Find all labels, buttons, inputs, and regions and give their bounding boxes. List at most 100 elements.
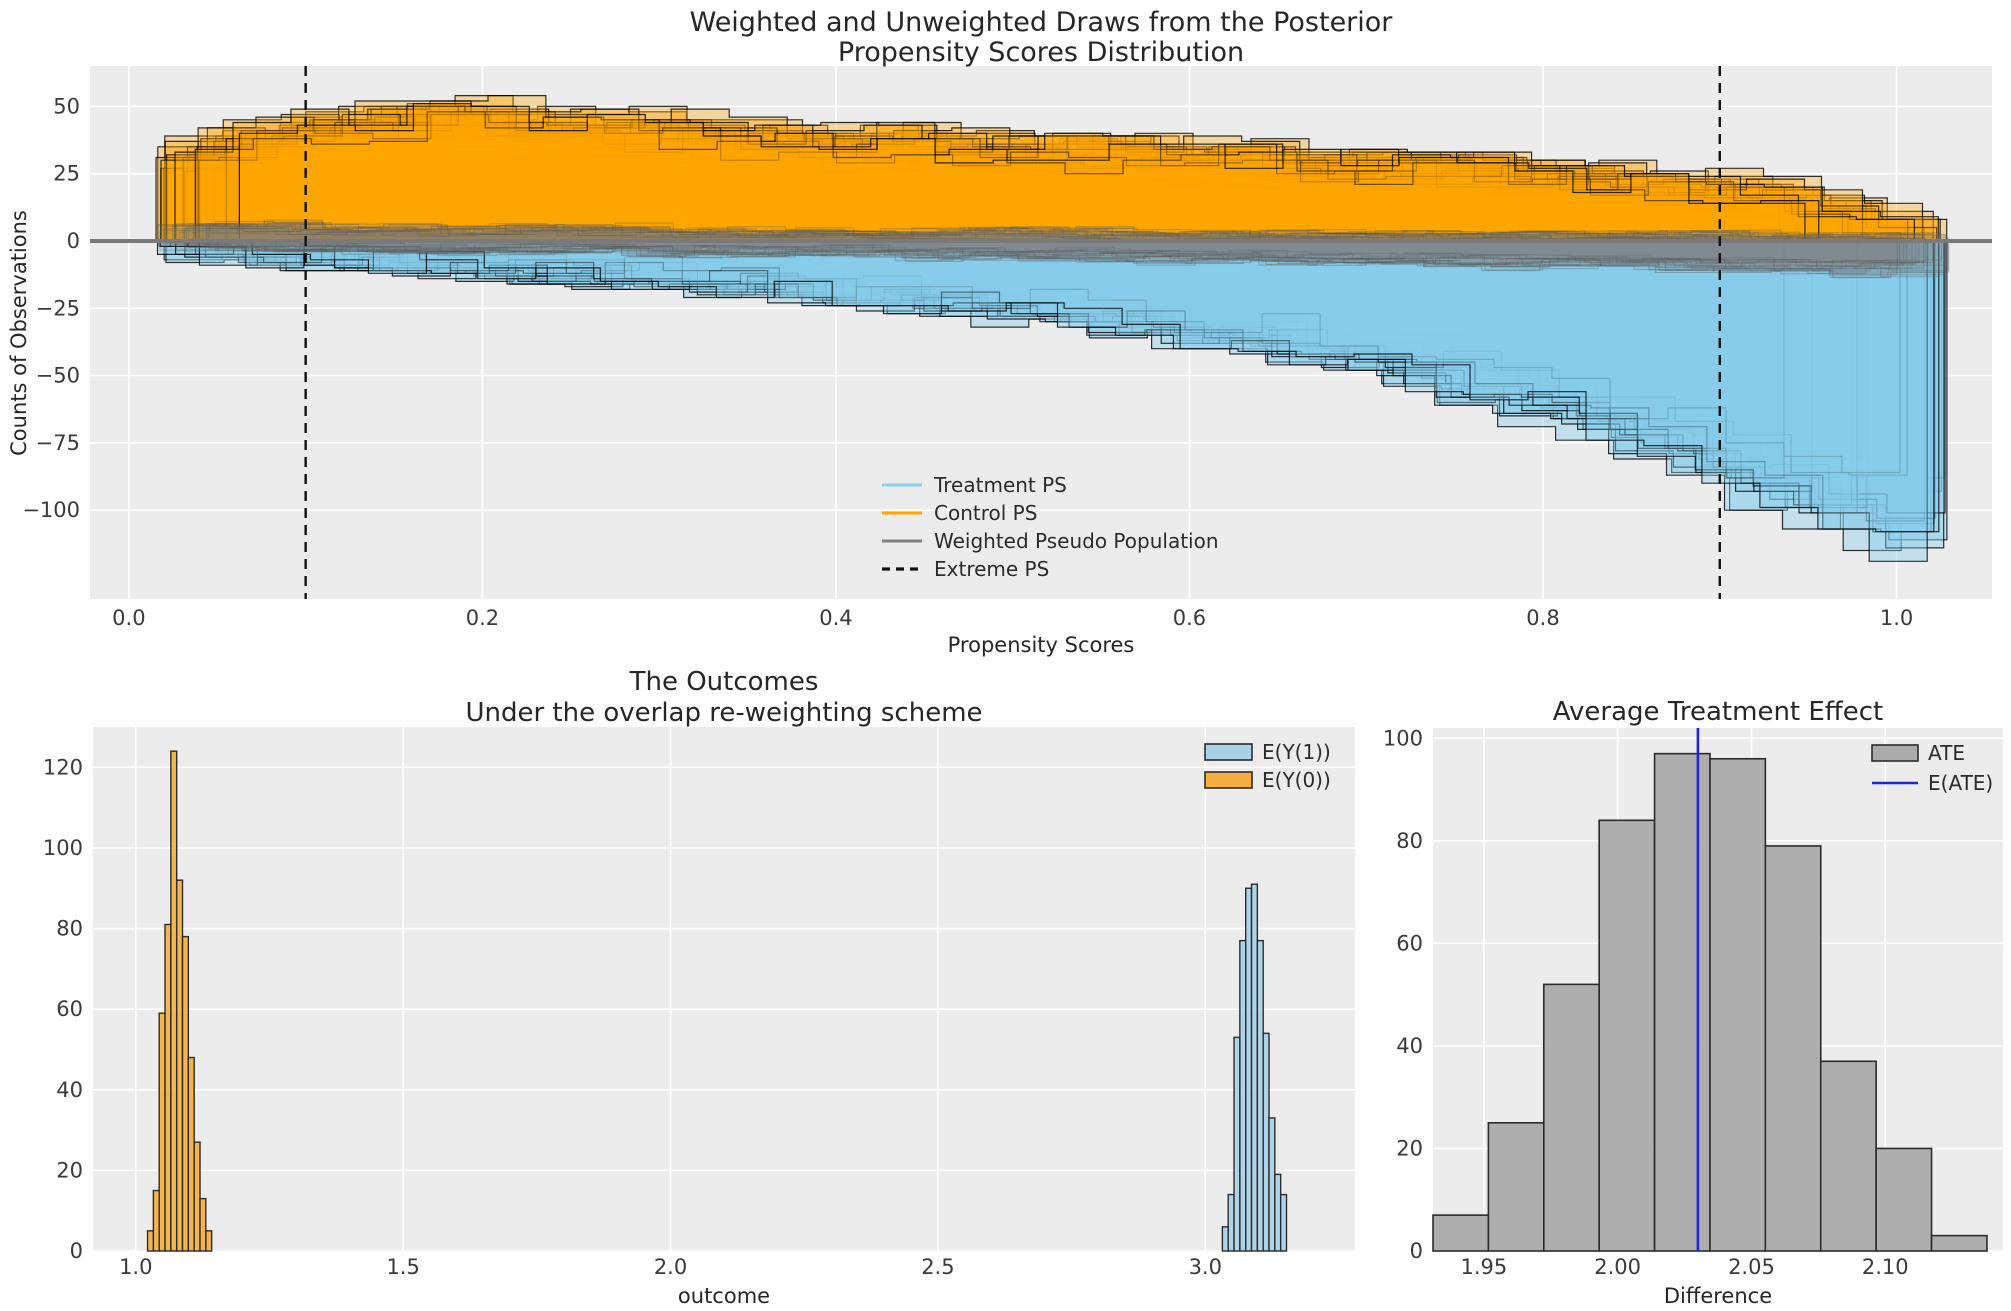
- propensity-plot-y-tick-label: 25: [53, 162, 80, 186]
- propensity-plot-y-tick-label: 50: [53, 94, 80, 118]
- propensity-plot-y-tick-label: −50: [36, 364, 80, 388]
- ate-chart-xlabel: Difference: [1664, 1284, 1772, 1308]
- propensity-plot-x-tick-label: 0.0: [112, 606, 145, 630]
- histogram-bar: [1279, 1193, 1288, 1252]
- legend-label-ey1: E(Y(1)): [1262, 740, 1331, 764]
- histogram-bar: [1250, 883, 1259, 1252]
- histogram-bar: [1268, 1117, 1276, 1252]
- outcomes-chart-xlabel: outcome: [678, 1284, 770, 1308]
- histogram-ate: [1432, 752, 1988, 1252]
- ate-plot-axes: 1.95 2.00 2.05 2.10 0 20 40 60 80 100: [1383, 726, 2003, 1279]
- outcomes-plot-x-tick-label: 2.5: [921, 1255, 954, 1279]
- legend-label-treatment-ps: Treatment PS: [933, 473, 1067, 497]
- outcomes-plot-gridlines: [93, 727, 1355, 1252]
- ate-plot-x-tick-label: 2.10: [1862, 1255, 1909, 1279]
- histogram-bar: [1262, 1032, 1270, 1252]
- histogram-bar: [1233, 1036, 1241, 1252]
- propensity-plot-x-tick-label: 0.2: [466, 606, 499, 630]
- outcomes-plot-y-tick-label: 40: [56, 1078, 83, 1102]
- histogram-bar: [1598, 819, 1656, 1252]
- histogram-bar: [164, 923, 172, 1252]
- ate-plot-x-tick-label: 2.05: [1728, 1255, 1775, 1279]
- propensity-plot-x-tick-label: 0.6: [1173, 606, 1206, 630]
- histogram-bar: [1653, 752, 1711, 1252]
- histogram-bar: [1764, 845, 1822, 1252]
- legend-label-e-ate: E(ATE): [1928, 771, 1993, 795]
- outcomes-plot-axes: 1.0 1.5 2.0 2.5 3.0 0 20 40 60 80 100 120: [43, 727, 1355, 1279]
- histogram-bar: [1819, 1060, 1877, 1252]
- histogram-bar: [1239, 939, 1247, 1252]
- histogram-bar: [1930, 1234, 1988, 1252]
- histogram-bar: [1875, 1147, 1933, 1252]
- outcomes-plot-plot-area: [93, 727, 1355, 1251]
- histogram-bar: [158, 1012, 166, 1252]
- control-ps-draws: [155, 95, 1948, 242]
- ate-plot-y-tick-label: 0: [1410, 1239, 1423, 1263]
- ate-chart-title: Average Treatment Effect: [1553, 697, 1883, 727]
- histogram-bar: [1487, 1122, 1545, 1252]
- histogram-bar: [181, 935, 190, 1252]
- histogram-bar: [199, 1197, 207, 1252]
- histogram-ey0: [146, 750, 213, 1252]
- ate-plot-y-tick-label: 80: [1396, 829, 1423, 853]
- legend-label-control-ps: Control PS: [934, 501, 1037, 525]
- histogram-bar: [175, 879, 184, 1252]
- top-chart-ylabel: Counts of Observations: [7, 210, 31, 456]
- propensity-plot-y-tick-label: 0: [67, 229, 80, 253]
- histogram-bar: [170, 750, 178, 1252]
- histogram-bar: [1432, 1214, 1490, 1252]
- propensity-plot-x-tick-label: 0.4: [819, 606, 852, 630]
- propensity-plot-y-tick-label: −75: [36, 431, 80, 455]
- propensity-legend-swatches: [882, 483, 922, 571]
- legend-label-ey0: E(Y(0)): [1262, 768, 1331, 792]
- plot-layers: 0.0 0.2 0.4 0.6 0.8 1.0 50 25 0 −25 −50 −75 −100 1.0 1…: [22, 66, 2003, 1279]
- outcomes-chart-subtitle: Under the overlap re-weighting scheme: [465, 698, 982, 728]
- histogram-bar: [1227, 1193, 1235, 1252]
- histogram-bar: [152, 1189, 160, 1252]
- propensity-plot-x-tick-label: 1.0: [1880, 606, 1913, 630]
- ate-plot-y-tick-label: 40: [1396, 1034, 1423, 1058]
- histogram-bar: [1221, 1226, 1229, 1252]
- outcomes-plot-y-tick-label: 80: [56, 917, 83, 941]
- outcomes-plot-x-tick-label: 3.0: [1189, 1255, 1222, 1279]
- propensity-plot-x-tick-label: 0.8: [1526, 606, 1559, 630]
- histogram-bar: [1256, 939, 1264, 1252]
- histogram-bar: [1542, 983, 1600, 1252]
- legend-label-ate: ATE: [1928, 741, 1965, 765]
- propensity-plot-y-tick-label: −100: [22, 498, 80, 522]
- top-chart-xlabel: Propensity Scores: [948, 633, 1135, 657]
- ate-plot-y-tick-label: 100: [1383, 726, 1423, 750]
- treatment-ps-draws: [156, 240, 1948, 562]
- outcomes-plot-y-tick-label: 20: [56, 1158, 83, 1182]
- propensity-plot-y-tick-label: −25: [36, 296, 80, 320]
- top-chart-subtitle: Propensity Scores Distribution: [838, 37, 1244, 68]
- histogram-bar: [1709, 757, 1767, 1252]
- histogram-bar: [187, 1056, 195, 1252]
- legend-label-weighted-pseudo-population: Weighted Pseudo Population: [934, 529, 1219, 553]
- outcomes-legend-swatches: [1204, 743, 1253, 789]
- outcomes-plot-y-tick-label: 0: [70, 1239, 83, 1263]
- legend-patch-ate: [1871, 744, 1919, 762]
- outcomes-plot-y-tick-label: 120: [43, 755, 83, 779]
- propensity-plot-axes: 0.0 0.2 0.4 0.6 0.8 1.0 50 25 0 −25 −50 −75 −100: [22, 66, 1992, 630]
- legend-patch-1: [1204, 743, 1253, 761]
- histogram-bar: [1244, 887, 1253, 1252]
- histogram-bar: [1274, 1173, 1282, 1252]
- histogram-bar: [205, 1230, 213, 1252]
- outcomes-plot-y-tick-label: 60: [56, 997, 83, 1021]
- ate-plot-y-tick-label: 20: [1396, 1136, 1423, 1160]
- legend-label-extreme-ps: Extreme PS: [934, 557, 1049, 581]
- histogram-ey1: [1221, 883, 1288, 1252]
- histogram-bar: [146, 1230, 155, 1252]
- outcomes-plot-x-tick-label: 1.0: [119, 1255, 152, 1279]
- legend-patch-2: [1204, 771, 1253, 789]
- top-chart-title: Weighted and Unweighted Draws from the P…: [690, 7, 1394, 38]
- ate-plot-x-tick-label: 2.00: [1594, 1255, 1641, 1279]
- ate-legend-swatches: [1871, 744, 1919, 785]
- outcomes-plot-x-tick-label: 1.5: [386, 1255, 419, 1279]
- histogram-bar: [193, 1141, 201, 1252]
- outcomes-chart-title: The Outcomes: [629, 667, 819, 697]
- ate-plot-x-tick-label: 1.95: [1460, 1255, 1507, 1279]
